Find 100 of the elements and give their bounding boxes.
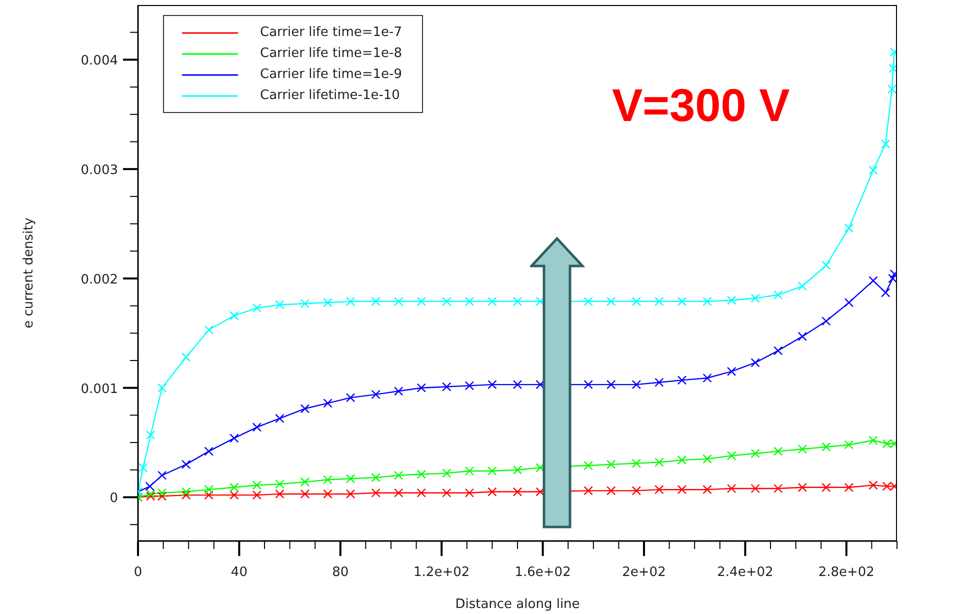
point: [606, 296, 616, 306]
x-tick-label: 2.8e+02: [818, 565, 874, 580]
point: [868, 166, 878, 175]
point: [346, 489, 356, 499]
point: [632, 380, 642, 390]
point: [654, 378, 664, 387]
point: [146, 489, 156, 499]
point: [252, 422, 262, 432]
point: [275, 414, 284, 424]
point: [632, 486, 642, 496]
point: [822, 316, 831, 326]
point: [145, 482, 154, 491]
point: [346, 296, 356, 306]
legend-label: Carrier lifetime-1e-10: [260, 88, 400, 103]
point: [798, 444, 807, 454]
y-tick-label: 0: [110, 491, 118, 506]
point: [394, 386, 404, 396]
point: [844, 224, 854, 233]
point: [773, 446, 783, 456]
point: [416, 470, 426, 479]
point: [844, 440, 854, 450]
x-tick-label: 40: [230, 565, 248, 580]
point: [204, 446, 214, 456]
point: [442, 296, 452, 306]
point: [702, 296, 712, 306]
point: [798, 482, 807, 492]
point: [750, 358, 760, 368]
point: [822, 260, 831, 270]
point: [726, 296, 736, 305]
point: [181, 460, 191, 470]
y-tick-label: 0.004: [80, 54, 118, 69]
point: [181, 487, 191, 496]
point: [230, 482, 239, 492]
point: [773, 346, 783, 356]
point: [371, 488, 380, 498]
point: [726, 366, 736, 376]
y-tick-label: 0.002: [80, 272, 118, 288]
point: [157, 470, 167, 480]
x-tick-label: 0: [134, 565, 142, 580]
point: [868, 276, 878, 286]
point: [157, 383, 167, 392]
point: [300, 404, 310, 414]
point: [252, 303, 262, 313]
point: [146, 430, 156, 440]
point: [204, 490, 214, 500]
point: [252, 490, 262, 500]
point: [394, 488, 404, 498]
point: [798, 282, 807, 291]
point: [654, 458, 664, 467]
point: [488, 487, 497, 496]
point: [677, 455, 687, 465]
point: [323, 398, 332, 408]
point: [702, 484, 712, 494]
point: [252, 480, 262, 490]
y-tick-label: 0.003: [80, 163, 118, 178]
point: [157, 488, 167, 498]
point: [138, 463, 148, 472]
point: [230, 434, 239, 443]
point: [275, 480, 284, 489]
point: [181, 352, 191, 362]
point: [868, 480, 878, 490]
y-axis-title: e current density: [22, 217, 37, 328]
point: [822, 442, 831, 452]
x-tick-label: 1.2e+02: [414, 565, 470, 580]
point: [442, 468, 452, 478]
point: [346, 474, 356, 484]
point: [822, 482, 831, 492]
point: [512, 296, 522, 306]
point: [464, 488, 474, 498]
point: [371, 296, 380, 306]
point: [346, 393, 356, 402]
point: [702, 454, 712, 464]
point: [677, 296, 687, 306]
legend-label: Carrier life time=1e-8: [260, 46, 402, 61]
point: [868, 436, 878, 445]
point: [204, 325, 214, 334]
point: [230, 490, 239, 500]
point: [773, 484, 783, 494]
point: [416, 488, 426, 498]
point: [606, 380, 616, 390]
point: [632, 296, 642, 306]
point: [677, 376, 687, 385]
point: [323, 475, 332, 484]
point: [464, 381, 474, 390]
legend-label: Carrier life time=1e-9: [260, 67, 402, 82]
point: [750, 448, 760, 458]
point: [394, 296, 404, 306]
point: [881, 288, 890, 298]
point: [146, 492, 156, 501]
point: [726, 451, 736, 460]
point: [512, 487, 522, 496]
point: [204, 484, 214, 494]
point: [300, 299, 310, 308]
y-tick-label: 0.001: [80, 382, 118, 397]
point: [416, 383, 426, 392]
annotation: V=300 V: [612, 78, 790, 132]
point: [750, 294, 760, 303]
point: [442, 382, 452, 392]
point: [702, 373, 712, 383]
point: [300, 489, 310, 499]
